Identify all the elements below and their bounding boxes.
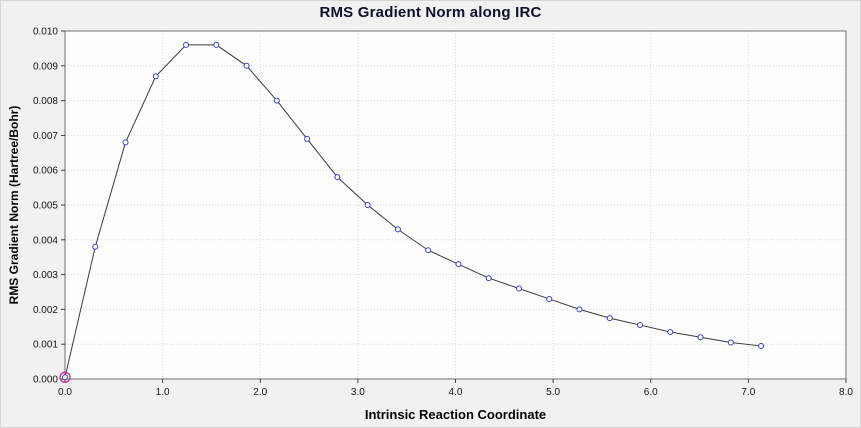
data-point-marker (606, 315, 613, 322)
data-point-marker (394, 226, 401, 233)
series-line (64, 44, 762, 378)
data-point-marker (62, 374, 68, 381)
x-tick-label: 5.0 (546, 387, 560, 398)
y-tick-label: 0.004 (33, 235, 58, 246)
y-tick-label: 0.010 (33, 27, 58, 38)
y-tick-label: 0.005 (33, 201, 58, 212)
x-axis-label: Intrinsic Reaction Coordinate (364, 407, 547, 422)
data-point-marker (455, 261, 462, 268)
x-tick-label: 6.0 (644, 387, 658, 398)
data-point-marker (334, 174, 341, 181)
highlighted-origin-point[interactable] (59, 371, 71, 383)
x-tick-label: 7.0 (741, 387, 755, 398)
data-point-marker (667, 329, 674, 336)
data-point-marker (183, 41, 190, 48)
data-point-marker (758, 342, 765, 349)
data-point-marker (213, 41, 220, 48)
x-tick-label: 1.0 (156, 387, 170, 398)
y-tick-label: 0.000 (33, 375, 58, 386)
data-point-marker (546, 295, 553, 302)
data-point-marker (152, 73, 159, 80)
data-point-marker (637, 322, 644, 329)
x-tick-label: 3.0 (351, 387, 365, 398)
data-point-marker (727, 339, 734, 346)
x-tick-label: 8.0 (839, 387, 853, 398)
data-point-marker (425, 247, 432, 254)
data-point-marker (697, 334, 704, 341)
data-point-marker (92, 243, 99, 250)
y-tick-label: 0.001 (33, 340, 58, 351)
y-axis-label: RMS Gradient Norm (Hartree/Bohr) (7, 105, 21, 305)
data-point-marker (243, 62, 250, 69)
data-point-marker (364, 202, 371, 208)
data-point-marker (122, 139, 129, 146)
y-tick-label: 0.007 (33, 131, 58, 142)
data-point-marker (485, 275, 492, 282)
data-point-marker (515, 285, 522, 292)
x-tick-label: 4.0 (449, 387, 463, 398)
y-tick-label: 0.006 (33, 166, 58, 177)
y-tick-label: 0.003 (33, 270, 58, 281)
y-tick-label: 0.009 (33, 61, 58, 72)
data-point-marker (273, 97, 280, 104)
x-tick-label: 2.0 (253, 387, 267, 398)
tick-labels: 0.0 1.0 2.0 3.0 4.0 5.0 6.0 7.0 8.0 0.000 0.001 0.0… (33, 27, 853, 399)
x-tick-label: 0.0 (58, 387, 72, 398)
data-point-markers[interactable] (62, 41, 765, 381)
y-tick-label: 0.008 (33, 96, 58, 107)
y-tick-label: 0.002 (33, 305, 58, 316)
data-point-marker (576, 306, 583, 313)
gridlines (65, 31, 846, 379)
chart-title: RMS Gradient Norm along IRC (319, 4, 542, 21)
data-point-marker (304, 135, 311, 142)
